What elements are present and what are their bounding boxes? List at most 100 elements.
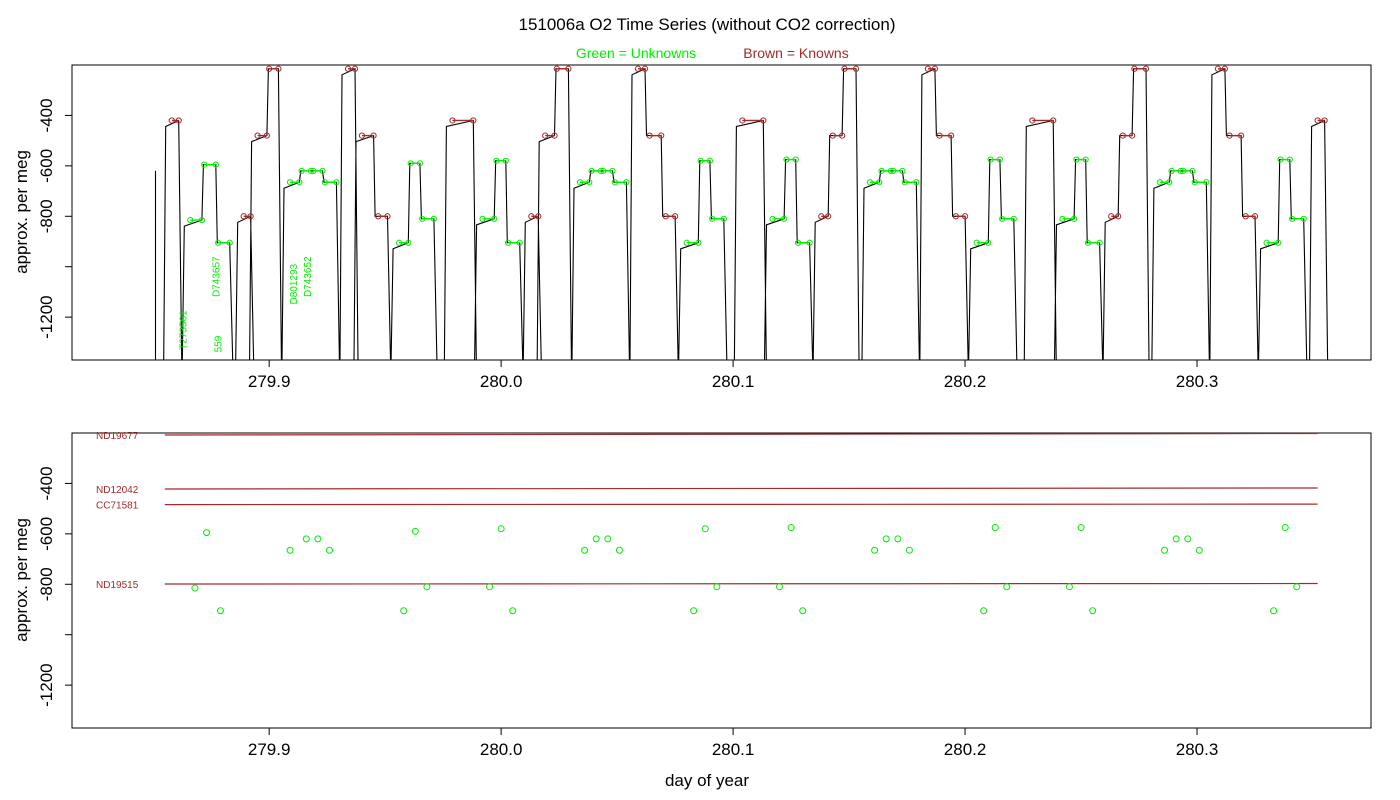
unknown-plateau-point [201,161,208,168]
known-plateau-point [948,132,955,139]
unknown-plateau-point [310,167,317,174]
known-plateau-point [240,213,247,220]
unknown-plateau-point [286,179,294,186]
known-plateau-point [1214,65,1222,72]
top-x-tick-label: 280.1 [712,372,755,391]
unknown-plateau-point [697,157,704,164]
unknown-sample-point [286,546,294,554]
unknown-plateau-point [1203,179,1210,186]
known-plateau-point [266,65,273,72]
sample-id-label: 559 [214,335,225,352]
unknown-sample-point [302,535,310,543]
known-plateau-point [1251,213,1259,220]
unknown-sample-point [991,524,999,532]
unknown-plateau-point [1082,156,1089,163]
unknown-plateau-point [781,215,788,222]
reference-label: ND19677 [96,431,139,442]
unknown-sample-point [701,525,709,533]
top-x-tick-label: 280.0 [480,372,523,391]
known-plateau-point [1128,132,1136,139]
unknown-sample-point [486,583,494,591]
top-y-tick-label: -400 [37,98,56,132]
unknown-plateau-point [586,179,593,186]
bottom-x-tick-label: 280.0 [480,740,523,759]
top-x-tick-label: 280.3 [1176,372,1219,391]
unknown-plateau-point [890,167,897,174]
known-plateau-point [551,132,558,139]
unknown-plateau-point [491,215,498,222]
unknown-plateau-point [416,160,424,167]
unknown-sample-point [1195,546,1203,554]
unknown-sample-point [1077,524,1085,532]
unknown-plateau-point [1191,179,1198,186]
known-plateau-point [634,65,642,72]
unknown-sample-point [787,524,795,532]
known-plateau-point [247,213,254,220]
unknown-sample-point [713,583,721,591]
reference-line-nd19677 [164,432,1318,436]
unknown-plateau-point [1277,156,1284,163]
unknown-sample-point [604,535,612,543]
bottom-plot-frame [71,432,1372,729]
known-plateau-point [1221,65,1228,72]
unknown-plateau-point [878,167,885,174]
known-plateau-point [528,213,535,220]
chart-title: 151006a O2 Time Series (without CO2 corr… [518,15,895,34]
known-plateau-point [553,65,560,72]
unknown-sample-point [411,527,419,535]
unknown-sample-point [690,607,698,615]
unknown-sample-point [1161,546,1169,554]
top-y-tick-label: -1200 [37,295,56,338]
unknown-plateau-point [720,215,727,222]
known-plateau-point [952,213,959,220]
unknown-plateau-point [1096,239,1103,246]
known-plateau-point [1238,132,1245,139]
top-y-tick-label: -600 [37,149,56,183]
unknown-plateau-point [1189,167,1196,174]
known-plateau-point [1115,213,1122,220]
known-plateau-point [1050,117,1057,124]
known-plateau-point [1119,132,1126,139]
reference-line-nd12042 [164,487,1318,490]
unknown-sample-point [1281,524,1289,532]
unknown-plateau-point [987,156,994,163]
known-plateau-point [375,213,382,220]
known-plateau-point [641,65,649,72]
unknown-sample-point [1293,583,1301,591]
known-plateau-point [175,117,182,124]
sample-id-label: D801293 [289,263,300,304]
known-plateau-point [1242,213,1249,220]
known-plateau-point [275,65,282,72]
unknown-plateau-point [1263,239,1270,246]
top-y-tick-label: -800 [37,199,56,233]
unknown-plateau-point [198,216,205,224]
known-plateau-point [646,132,653,139]
top-x-tick-label: 279.9 [248,372,291,391]
known-plateau-point [936,132,943,139]
unknown-plateau-point [212,161,219,168]
unknown-plateau-point [866,179,874,186]
unknown-plateau-point [395,239,403,246]
unknown-plateau-point [226,239,233,246]
known-plateau-point [662,213,669,220]
bottom-panel: approx. per meg day of year 279.9 280.0 28… [12,431,1372,790]
unknown-sample-point [203,529,211,537]
unknown-plateau-point [419,215,426,222]
unknown-plateau-point [516,239,523,246]
unknown-sample-point [980,607,988,615]
unknown-plateau-point [333,179,340,186]
unknown-plateau-point [407,160,414,167]
unknown-plateau-point [298,167,305,174]
unknown-plateau-point [973,239,980,246]
unknown-plateau-point [1156,179,1164,186]
top-plot-frame [71,64,1372,361]
unknown-plateau-point [493,157,500,164]
unknown-sample-point [1065,583,1073,591]
unknown-sample-point [423,583,431,591]
legend-unknowns: Green = Unknowns [576,45,696,61]
unknown-plateau-point [901,179,908,186]
unknown-sample-point [1184,535,1192,543]
unknown-plateau-point [792,156,799,163]
known-plateau-point [961,213,969,220]
